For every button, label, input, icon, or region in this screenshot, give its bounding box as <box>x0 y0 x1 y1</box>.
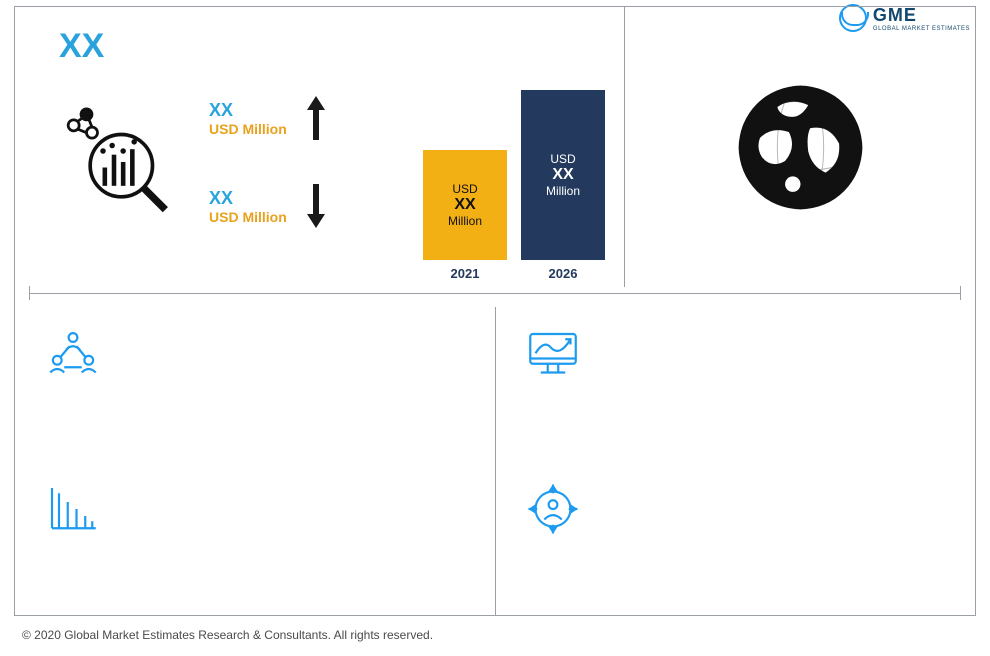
metric-down: XX USD Million <box>209 182 327 230</box>
horizontal-divider <box>29 293 961 294</box>
analytics-icon <box>59 107 169 217</box>
people-network-icon <box>45 327 101 383</box>
bar-2026-million: Million <box>546 184 580 198</box>
vertical-divider-top <box>624 7 625 287</box>
region-globe <box>625 7 975 287</box>
bar-2021: USD XX Million 2021 <box>423 150 507 281</box>
bar-2021-million: Million <box>448 214 482 228</box>
target-person-icon <box>525 481 581 537</box>
outer-frame: XX <box>14 6 976 616</box>
metric-up: XX USD Million <box>209 94 327 142</box>
bar-2026-year: 2026 <box>549 266 578 281</box>
market-size-bars: USD XX Million 2021 USD XX Million 2026 <box>423 90 605 281</box>
bar-2026: USD XX Million 2026 <box>521 90 605 281</box>
cell-monitor <box>495 307 975 461</box>
arrow-up-icon <box>305 94 327 142</box>
cell-target <box>495 461 975 615</box>
arrow-down-icon <box>305 182 327 230</box>
bar-2021-year: 2021 <box>451 266 480 281</box>
cell-people <box>15 307 495 461</box>
bar-2026-value: XX <box>552 166 573 184</box>
vertical-divider-bottom <box>495 307 496 615</box>
metric-down-value: XX <box>209 188 287 209</box>
globe-icon <box>733 80 868 215</box>
copyright-text: © 2020 Global Market Estimates Research … <box>22 628 433 642</box>
bar-2021-value: XX <box>454 196 475 214</box>
bar-2026-usd: USD <box>550 152 575 166</box>
metric-down-unit: USD Million <box>209 209 287 225</box>
bar-chart-icon <box>45 481 101 537</box>
cagr-value: XX <box>59 27 595 66</box>
cell-bars <box>15 461 495 615</box>
metric-up-unit: USD Million <box>209 121 287 137</box>
bar-2021-usd: USD <box>452 182 477 196</box>
metrics-block: XX USD Million XX USD Million <box>209 94 327 230</box>
metric-up-value: XX <box>209 100 287 121</box>
monitor-trend-icon <box>525 327 581 383</box>
